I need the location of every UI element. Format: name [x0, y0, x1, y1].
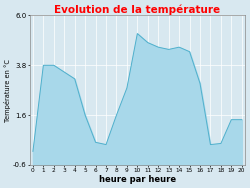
Title: Evolution de la température: Evolution de la température [54, 4, 220, 15]
Y-axis label: Température en °C: Température en °C [4, 59, 11, 122]
X-axis label: heure par heure: heure par heure [99, 175, 176, 184]
